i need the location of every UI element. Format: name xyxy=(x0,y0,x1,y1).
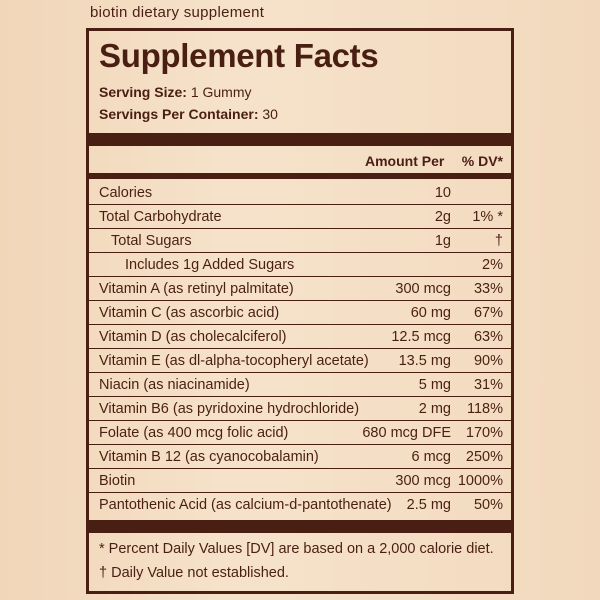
nutrient-amount: 6 mcg xyxy=(411,449,452,465)
column-header-amount: Amount Per xyxy=(365,153,445,169)
nutrient-name: Pantothenic Acid (as calcium-d-pantothen… xyxy=(99,497,392,513)
nutrient-row: Folate (as 400 mcg folic acid) 680 mcg DF… xyxy=(89,421,511,445)
row-divider xyxy=(89,443,511,445)
nutrient-amount: 2 mg xyxy=(418,401,451,417)
serving-size-value: 1 Gummy xyxy=(190,84,252,100)
nutrient-row: Total Carbohydrate 2g 1% * xyxy=(89,205,511,229)
nutrient-name: Calories xyxy=(99,185,153,201)
product-descriptor: biotin dietary supplement xyxy=(90,4,265,21)
row-divider xyxy=(89,395,511,397)
nutrient-row: Includes 1g Added Sugars 2% xyxy=(89,253,511,277)
nutrient-name: Niacin (as niacinamide) xyxy=(99,377,250,393)
nutrient-name: Vitamin D (as cholecalciferol) xyxy=(99,329,287,345)
nutrient-row: Vitamin A (as retinyl palmitate) 300 mcg 3… xyxy=(89,277,511,301)
nutrient-name: Includes 1g Added Sugars xyxy=(125,257,295,273)
nutrient-row: Pantothenic Acid (as calcium-d-pantothen… xyxy=(89,493,511,517)
nutrient-dv: 31% xyxy=(473,377,503,393)
nutrient-dv: 90% xyxy=(473,353,503,369)
row-divider xyxy=(89,275,511,277)
nutrient-dv: 63% xyxy=(473,329,503,345)
nutrient-amount: 680 mcg DFE xyxy=(362,425,451,441)
nutrient-amount: 2g xyxy=(434,209,451,225)
panel-title: Supplement Facts xyxy=(99,37,379,74)
nutrient-dv: 1000% xyxy=(457,473,503,489)
row-divider xyxy=(89,419,511,421)
nutrient-row: Niacin (as niacinamide) 5 mg 31% xyxy=(89,373,511,397)
row-divider xyxy=(89,203,511,205)
nutrient-dv: 250% xyxy=(465,449,503,465)
nutrient-amount: 60 mg xyxy=(410,305,451,321)
nutrient-row: Biotin 300 mcg 1000% xyxy=(89,469,511,493)
nutrient-dv: 1% * xyxy=(472,209,503,225)
nutrient-amount: 13.5 mg xyxy=(398,353,451,369)
row-divider xyxy=(89,467,511,469)
nutrient-row: Vitamin D (as cholecalciferol) 12.5 mcg 63… xyxy=(89,325,511,349)
thick-divider-bottom xyxy=(89,520,511,533)
column-header-dv: % DV* xyxy=(461,153,503,169)
nutrient-row: Vitamin B6 (as pyridoxine hydrochloride)… xyxy=(89,397,511,421)
nutrient-name: Vitamin B 12 (as cyanocobalamin) xyxy=(99,449,319,465)
row-divider xyxy=(89,371,511,373)
nutrient-amount: 2.5 mg xyxy=(406,497,451,513)
nutrient-dv: 50% xyxy=(473,497,503,513)
row-divider xyxy=(89,299,511,301)
supplement-facts-panel: Supplement Facts Serving Size: 1 Gummy S… xyxy=(86,28,514,594)
nutrient-amount: 300 mcg xyxy=(395,473,451,489)
nutrient-row: Vitamin C (as ascorbic acid) 60 mg 67% xyxy=(89,301,511,325)
serving-size: Serving Size: 1 Gummy xyxy=(99,84,252,100)
nutrient-name: Vitamin E (as dl-alpha-tocopheryl acetat… xyxy=(99,353,369,369)
nutrient-row: Calories 10 xyxy=(89,181,511,205)
nutrient-amount: 12.5 mcg xyxy=(391,329,451,345)
row-divider xyxy=(89,251,511,253)
nutrient-dv: 67% xyxy=(473,305,503,321)
serving-size-label: Serving Size: xyxy=(99,84,187,100)
row-divider xyxy=(89,227,511,229)
nutrient-dv: 170% xyxy=(465,425,503,441)
nutrient-amount: 1g xyxy=(434,233,451,249)
nutrient-name: Folate (as 400 mcg folic acid) xyxy=(99,425,289,441)
row-divider xyxy=(89,347,511,349)
nutrient-name: Total Sugars xyxy=(111,233,192,249)
nutrient-amount: 5 mg xyxy=(418,377,451,393)
nutrient-dv: † xyxy=(494,233,503,249)
header-divider xyxy=(89,173,511,179)
servings-per-container: Servings Per Container: 30 xyxy=(99,106,278,122)
nutrient-amount: 300 mcg xyxy=(395,281,451,297)
nutrient-name: Vitamin C (as ascorbic acid) xyxy=(99,305,280,321)
nutrient-row: Vitamin B 12 (as cyanocobalamin) 6 mcg 250… xyxy=(89,445,511,469)
nutrient-row: Total Sugars 1g † xyxy=(89,229,511,253)
row-divider xyxy=(89,323,511,325)
nutrient-dv: 2% xyxy=(482,257,503,273)
thick-divider-top xyxy=(89,133,511,146)
row-divider xyxy=(89,491,511,493)
nutrient-amount: 10 xyxy=(434,185,451,201)
footnote-percent-dv: * Percent Daily Values [DV] are based on… xyxy=(99,541,494,557)
footnote-dagger: † Daily Value not established. xyxy=(99,565,289,581)
servings-per-container-label: Servings Per Container: xyxy=(99,106,259,122)
nutrient-name: Biotin xyxy=(99,473,136,489)
servings-per-container-value: 30 xyxy=(262,106,278,122)
nutrient-dv: 33% xyxy=(473,281,503,297)
nutrient-name: Total Carbohydrate xyxy=(99,209,222,225)
nutrient-name: Vitamin A (as retinyl palmitate) xyxy=(99,281,294,297)
nutrient-name: Vitamin B6 (as pyridoxine hydrochloride) xyxy=(99,401,360,417)
nutrient-row: Vitamin E (as dl-alpha-tocopheryl acetat… xyxy=(89,349,511,373)
nutrient-dv: 118% xyxy=(466,401,503,417)
